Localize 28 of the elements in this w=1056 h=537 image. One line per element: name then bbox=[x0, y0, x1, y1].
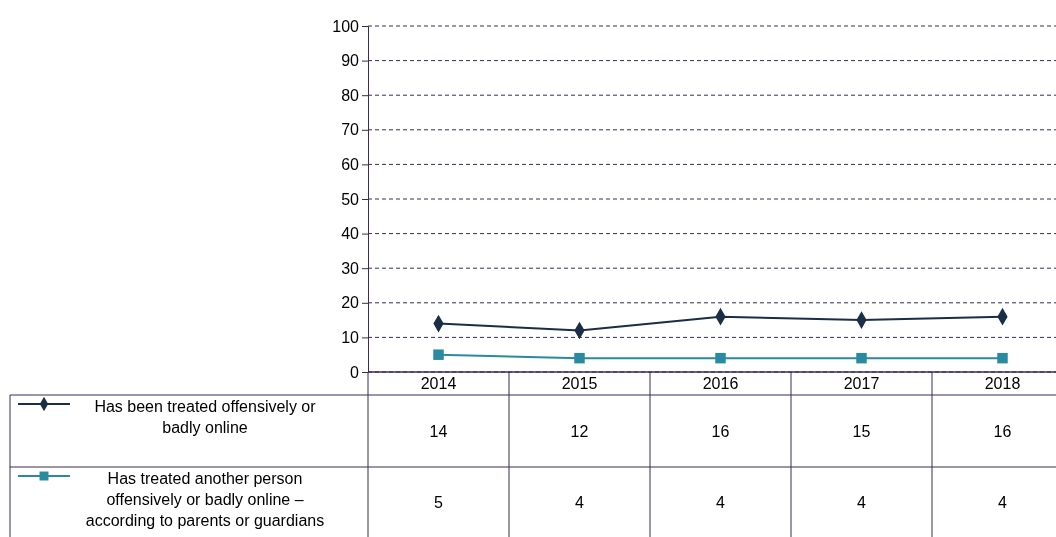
y-tick-label: 70 bbox=[341, 121, 360, 139]
x-tick-label: 2016 bbox=[702, 375, 739, 392]
x-tick-label: 2017 bbox=[843, 375, 880, 392]
data-label: 4 bbox=[998, 494, 1008, 511]
y-tick-label: 100 bbox=[332, 17, 360, 35]
y-tick-label: 30 bbox=[341, 259, 360, 277]
y-tick-label: 80 bbox=[341, 86, 360, 104]
data-label: 4 bbox=[716, 494, 726, 511]
data-label: 16 bbox=[993, 423, 1012, 440]
data-label: 16 bbox=[711, 423, 730, 440]
y-tick-label: 50 bbox=[341, 190, 360, 208]
y-tick-label: 0 bbox=[350, 363, 360, 381]
legend-label: Has treated another person offensively or badly online – according to parents or guardians bbox=[85, 470, 325, 529]
x-tick-label: 2015 bbox=[561, 375, 598, 392]
data-label: 4 bbox=[575, 494, 585, 511]
y-tick-label: 90 bbox=[341, 52, 360, 70]
y-tick-label: 40 bbox=[341, 225, 360, 243]
data-label: 15 bbox=[852, 423, 871, 440]
data-label: 4 bbox=[857, 494, 867, 511]
x-tick-label: 2014 bbox=[420, 375, 457, 392]
data-label: 12 bbox=[570, 423, 589, 440]
data-label: 5 bbox=[434, 494, 444, 511]
x-tick-label: 2018 bbox=[984, 375, 1021, 392]
data-label: 14 bbox=[429, 423, 448, 440]
y-tick-label: 20 bbox=[341, 294, 360, 312]
y-tick-label: 10 bbox=[341, 329, 360, 347]
y-tick-label: 60 bbox=[341, 156, 360, 174]
legend-label: Has been treated offensively or badly online bbox=[94, 398, 317, 436]
